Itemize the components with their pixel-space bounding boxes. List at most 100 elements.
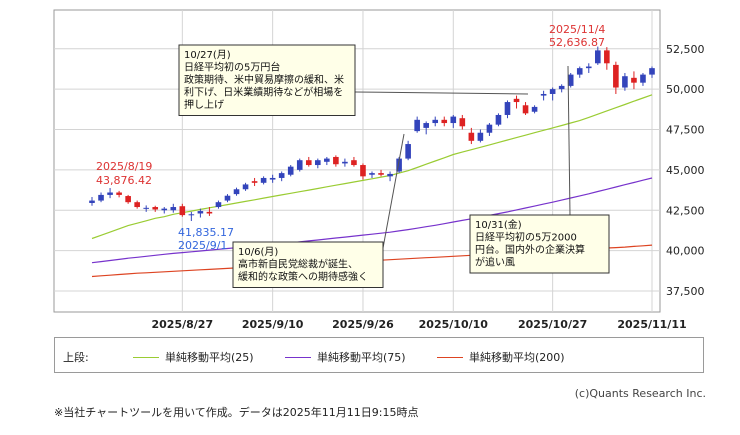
candle-body [468, 132, 475, 141]
callout-106-box [232, 241, 384, 288]
legend-swatch-ma25 [133, 356, 159, 358]
candle-body [585, 66, 592, 69]
legend-swatch-ma75 [285, 356, 311, 358]
callout-1027-text: 押し上げ [184, 98, 224, 111]
candle-body [649, 68, 655, 75]
high-value-label: 52,636.87 [549, 36, 605, 49]
x-tick-label: 2025/9/10 [242, 318, 304, 331]
candle-body [116, 192, 122, 195]
legend-item-ma75: 単純移動平均(75) [285, 349, 406, 365]
candle-body [260, 177, 267, 183]
callout-1027-text: 政策期待、米中貿易摩擦の緩和、米 [184, 73, 344, 86]
candle-body [324, 158, 330, 162]
candle-body [287, 166, 294, 175]
legend-title: 上段: [63, 351, 89, 364]
candle-body [405, 144, 411, 159]
ma75-line [91, 177, 653, 264]
candle-body [396, 158, 402, 172]
candle-body [450, 116, 457, 124]
candle-body [477, 132, 484, 141]
candle-body [414, 119, 420, 132]
y-tick-label: 52,500 [666, 43, 705, 56]
x-tick-label: 2025/11/11 [617, 318, 686, 331]
candle-body [161, 208, 168, 211]
low-date-label: 2025/9/1 [178, 239, 227, 252]
candle-body [351, 160, 357, 166]
candle-body [197, 211, 204, 214]
candle-body [251, 181, 258, 183]
candle-body [531, 106, 538, 112]
callout-1027-leader [354, 91, 529, 95]
high-date-label: 2025/11/4 [549, 23, 605, 36]
callout-1027-text: 10/27(月) [184, 49, 231, 61]
callout-1031-text: 日経平均初の5万2000 [475, 231, 577, 244]
legend-label-ma75: 単純移動平均(75) [317, 351, 406, 364]
candle-body [333, 156, 339, 165]
candle-body [305, 160, 312, 166]
candle-body [107, 192, 113, 195]
footnote: ※当社チャートツールを用いて作成。データは2025年11月11日9:15時点 [54, 406, 419, 419]
candle-body [604, 50, 610, 64]
candle-body [98, 194, 104, 201]
callout-1027-box [178, 44, 356, 116]
candle-body [432, 119, 439, 124]
callout-1031-leader [567, 65, 571, 216]
y-tick-label: 42,500 [666, 204, 705, 217]
candle-body [622, 76, 628, 88]
candle-body [170, 207, 177, 211]
candle-body [206, 211, 213, 214]
x-tick-label: 2025/8/27 [152, 318, 214, 331]
candle-body [125, 196, 131, 203]
candle-body [315, 160, 321, 166]
x-tick-label: 2025/10/27 [518, 318, 587, 331]
x-tick-label: 2025/10/10 [419, 318, 489, 331]
legend-label-ma200: 単純移動平均(200) [469, 351, 565, 364]
x-tick-label: 2025/9/26 [332, 318, 394, 331]
date-819-label: 2025/8/19 [96, 160, 152, 173]
legend-swatch-ma200 [437, 356, 463, 358]
candle-body [522, 105, 529, 114]
y-tick-label: 37,500 [666, 285, 705, 298]
candle-body [631, 77, 637, 83]
callout-1027-text: 利下げ、日米業績期待などが相場を [184, 86, 343, 99]
candle-body [378, 173, 384, 175]
candle-body [486, 124, 493, 133]
candle-body [215, 202, 222, 208]
candle-body [342, 161, 348, 164]
candle-body [540, 93, 547, 96]
y-tick-label: 50,000 [666, 83, 705, 96]
candle-body [495, 114, 502, 125]
low-value-label: 41,835.17 [178, 226, 234, 239]
candle-body [360, 165, 366, 177]
callout-106-text: 高市新自民党総裁が誕生、 [238, 258, 358, 271]
callout-106-text: 10/6(月) [238, 246, 278, 258]
y-tick-label: 40,000 [666, 245, 705, 258]
candle-body [513, 98, 520, 103]
y-tick-label: 47,500 [666, 124, 705, 137]
candle-body [369, 173, 375, 175]
value-819-label: 43,876.42 [96, 174, 152, 187]
candle-body [143, 207, 149, 209]
callout-1031-box [469, 214, 610, 274]
candle-body [504, 102, 511, 115]
callout-1031-text: 円台。国内外の企業決算 [475, 243, 585, 256]
candle-body [152, 207, 159, 210]
callout-106-text: 緩和的な政策への期待感強く [238, 270, 368, 283]
candle-body [595, 50, 601, 64]
candle-body [179, 206, 186, 216]
candle-body [558, 85, 565, 90]
callout-1031-text: 10/31(金) [475, 218, 522, 231]
candle-body [567, 74, 574, 86]
callout-1027-text: 日経平均初の5万円台 [184, 61, 280, 74]
candle-body [549, 89, 556, 94]
candle-body [233, 189, 240, 195]
candle-body [188, 214, 195, 216]
candle-body [640, 74, 646, 83]
candle-body [134, 202, 140, 208]
legend-item-ma200: 単純移動平均(200) [437, 349, 565, 365]
credit: (c)Quants Research Inc. [574, 387, 706, 400]
candle-body [224, 195, 231, 201]
candle-body [441, 119, 448, 124]
